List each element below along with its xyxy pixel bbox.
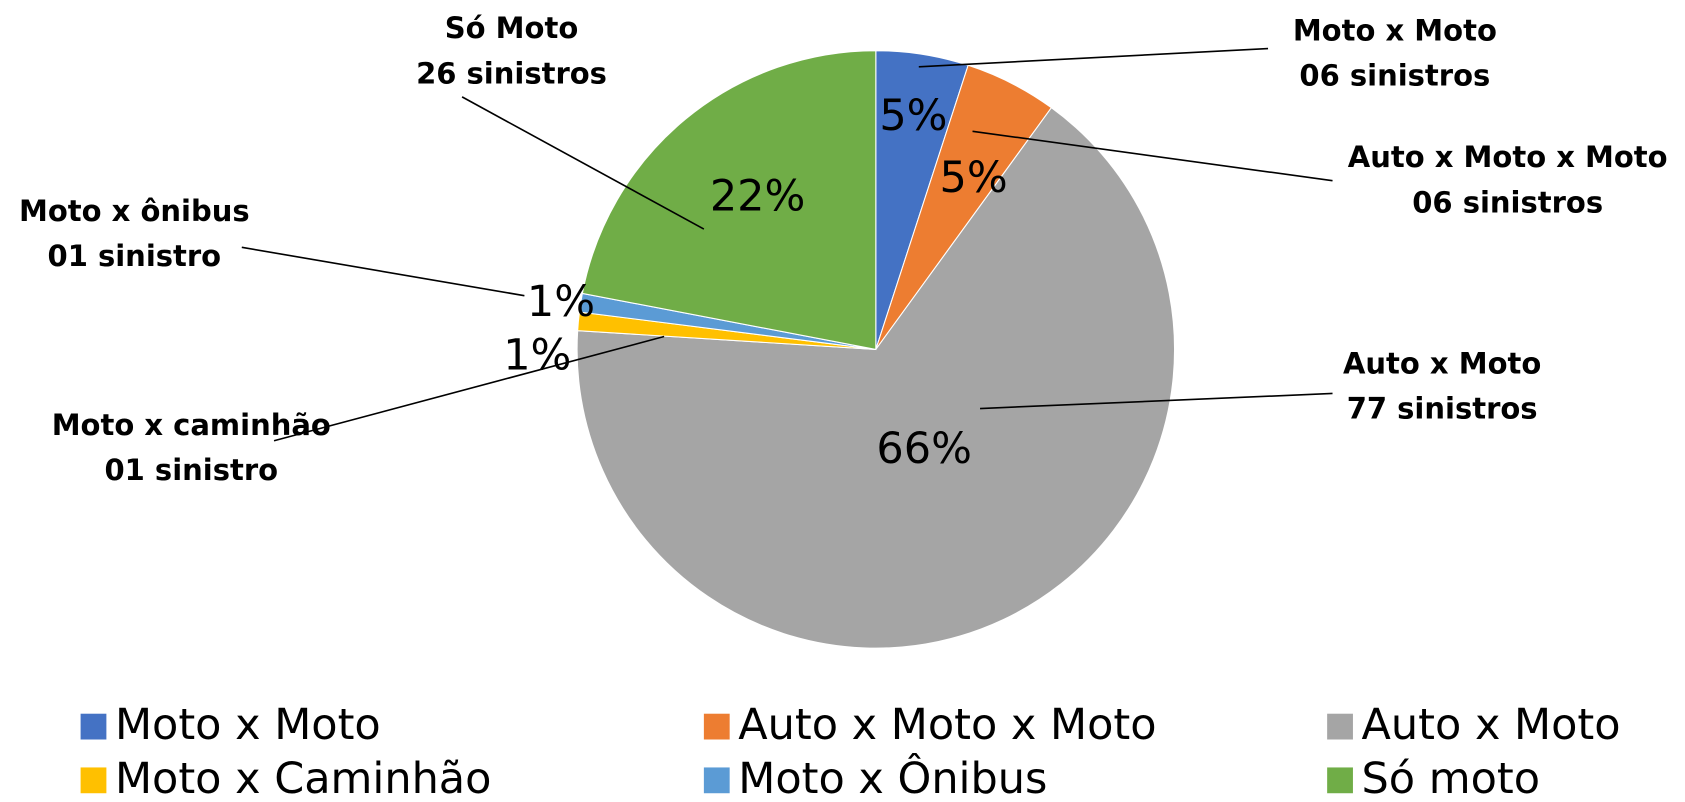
- legend-label: Moto x Moto: [115, 700, 381, 750]
- leader-line: [918, 47, 1269, 68]
- legend-label: Auto x Moto x Moto: [738, 700, 1156, 750]
- callout-text: 01 sinistro: [104, 453, 278, 487]
- legend-swatch: [80, 713, 107, 740]
- legend-swatch: [703, 713, 730, 740]
- legend-label: Moto x Ônibus: [738, 753, 1047, 802]
- slice-label: 22%: [710, 171, 806, 221]
- callout-text: Auto x Moto: [1343, 347, 1541, 381]
- callout-text: Auto x Moto x Moto: [1348, 140, 1668, 174]
- callout-text: 01 sinistro: [48, 239, 222, 273]
- legend-swatch: [1327, 713, 1353, 740]
- slice-label: 1%: [527, 277, 595, 327]
- callout-text: 06 sinistros: [1412, 185, 1603, 219]
- callout-text: 77 sinistros: [1347, 392, 1538, 426]
- callout-text: Moto x ônibus: [19, 194, 250, 228]
- slice-label: 66%: [876, 424, 972, 474]
- pie-slice: [581, 50, 877, 351]
- slice-label: 5%: [940, 153, 1008, 203]
- slice-label: 5%: [879, 91, 947, 141]
- leader-line: [972, 130, 1333, 182]
- legend-label: Moto x Caminhão: [115, 754, 491, 802]
- legend-label: Só moto: [1362, 754, 1541, 802]
- pie-slice: [576, 106, 1176, 649]
- legend-swatch: [80, 767, 107, 794]
- callout-text: 06 sinistros: [1299, 59, 1490, 93]
- callout-text: Moto x caminhão: [52, 408, 331, 442]
- leader-line: [461, 96, 705, 230]
- leader-line: [241, 246, 525, 297]
- legend-swatch: [1327, 767, 1353, 794]
- callout-text: 26 sinistros: [416, 56, 607, 90]
- callout-text: Moto x Moto: [1293, 13, 1497, 47]
- leader-line: [273, 335, 665, 442]
- leader-line: [980, 392, 1333, 410]
- legend-label: Auto x Moto: [1362, 700, 1621, 750]
- slice-label: 1%: [503, 331, 571, 381]
- callout-text: Só Moto: [445, 11, 578, 45]
- legend-swatch: [703, 767, 730, 794]
